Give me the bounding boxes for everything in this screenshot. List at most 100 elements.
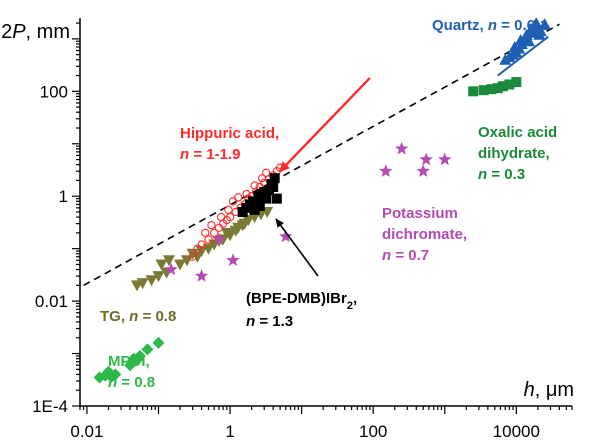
potassium-annotation: Potassium dichromate, n = 0.7 — [382, 205, 467, 264]
mpdi-point — [141, 343, 154, 356]
bpe-annotation-text: 2 — [347, 300, 353, 312]
hippuric-annotation: Hippuric acid, n = 1-1.9 — [180, 125, 279, 163]
x-ticks: 0.01 1 100 10000 — [70, 406, 573, 441]
series-potassium — [164, 141, 452, 282]
oxalic-point — [497, 81, 508, 92]
tg-annotation: TG, n = 0.8 — [100, 308, 176, 325]
tg-point — [162, 255, 175, 267]
tg-point — [152, 271, 165, 283]
bpe-point — [271, 193, 282, 204]
x-axis-separator: , — [535, 379, 546, 401]
quartz-annotation-text: Quartz, — [432, 17, 488, 34]
series-quartz — [499, 17, 551, 65]
x-tick-label: 10000 — [493, 422, 540, 441]
hippuric-point — [242, 189, 251, 199]
potassium-point — [416, 164, 430, 177]
y-axis-separator: , — [26, 21, 37, 43]
y-axis-title: 2P, mm — [1, 21, 70, 43]
potassium-annotation-text: Potassium — [382, 205, 458, 222]
tg-point — [155, 259, 168, 271]
bpe-point — [254, 201, 265, 212]
hippuric-point — [204, 235, 213, 244]
fit-lines — [278, 35, 549, 173]
oxalic-annotation-text: Oxalic acid — [478, 124, 557, 141]
svg-text:h, μm: h, μm — [524, 379, 574, 401]
tg-point — [238, 218, 251, 230]
tg-annotation-text: TG, — [100, 308, 129, 325]
tg-point — [174, 259, 187, 271]
mpdi-annotation: MPDI, n = 0.8 — [108, 353, 155, 391]
mpdi-point — [152, 336, 165, 349]
quartz-annotation: Quartz, n = 0.6-1 — [432, 17, 548, 34]
quartz-point — [530, 17, 543, 29]
tg-point — [180, 255, 193, 267]
oxalic-point — [511, 77, 522, 88]
hippuric-point — [228, 197, 238, 206]
y-axis-unit: mm — [37, 21, 70, 43]
bpe-annotation-text: (BPE-DMB)IBr — [246, 290, 347, 307]
quartz-point — [514, 34, 527, 46]
bpe-annotation-text: = 1.3 — [255, 313, 293, 330]
oxalic-point — [492, 83, 503, 94]
tg-point — [195, 246, 208, 258]
tg-annotation-text: = 0.8 — [138, 308, 176, 325]
potassium-point — [395, 141, 409, 155]
potassium-annotation-text: dichromate, — [382, 226, 467, 243]
hippuric-point — [201, 228, 210, 238]
potassium-point — [194, 269, 209, 282]
potassium-point — [212, 232, 226, 246]
series-oxalic — [468, 77, 522, 97]
potassium-annotation-text: n — [382, 247, 391, 264]
potassium-annotation-text: = 0.7 — [391, 247, 429, 264]
mpdi-annotation-text: MPDI, — [108, 353, 150, 370]
hippuric-annotation-text: = 1-1.9 — [189, 146, 240, 163]
bpe-annotation-text: n — [246, 313, 255, 330]
y-ticks: 1E-4 0.01 1 100 — [32, 22, 80, 416]
hippuric-point — [250, 181, 259, 190]
quartz-annotation-text: n — [488, 17, 497, 34]
potassium-point — [279, 229, 293, 243]
hippuric-fit-line — [278, 77, 371, 173]
series-layer — [93, 17, 551, 384]
hippuric-point — [210, 228, 219, 238]
y-axis-symbol: P — [12, 21, 26, 43]
y-tick-label: 1 — [59, 187, 68, 206]
bpe-point — [261, 193, 272, 204]
bpe-point — [266, 179, 277, 190]
hippuric-point — [257, 174, 267, 183]
potassium-point — [419, 152, 433, 166]
bpe-annotation-text: , — [353, 290, 357, 307]
hippuric-point — [188, 252, 197, 261]
quartz-point — [538, 18, 551, 30]
x-axis-symbol: h — [524, 379, 535, 401]
tg-point — [202, 243, 215, 255]
reference-line — [83, 23, 560, 287]
hippuric-point — [234, 193, 243, 202]
x-tick-label: 1 — [225, 422, 234, 441]
tg-point — [136, 278, 149, 290]
hippuric-point — [216, 212, 226, 222]
y-tick-label: 100 — [40, 82, 68, 101]
bpe-point — [248, 196, 259, 207]
hippuric-annotation-text: n — [180, 146, 189, 163]
x-tick-label: 100 — [359, 422, 387, 441]
hippuric-point — [197, 240, 206, 249]
series-mpdi — [93, 336, 165, 384]
potassium-point — [438, 152, 452, 166]
x-tick-label: 0.01 — [70, 422, 103, 441]
tg-point — [145, 275, 158, 287]
oxalic-point — [468, 86, 479, 97]
hippuric-point — [262, 168, 271, 177]
hippuric-point — [224, 205, 233, 214]
bpe-point — [269, 173, 280, 184]
mpdi-point — [102, 365, 115, 378]
y-tick-label: 0.01 — [35, 292, 68, 311]
x-axis-title: h, μm — [524, 379, 574, 401]
oxalic-annotation-text: = 0.3 — [487, 166, 525, 183]
hippuric-point — [207, 221, 216, 230]
quartz-point — [533, 28, 546, 40]
oxalic-point — [504, 79, 515, 90]
